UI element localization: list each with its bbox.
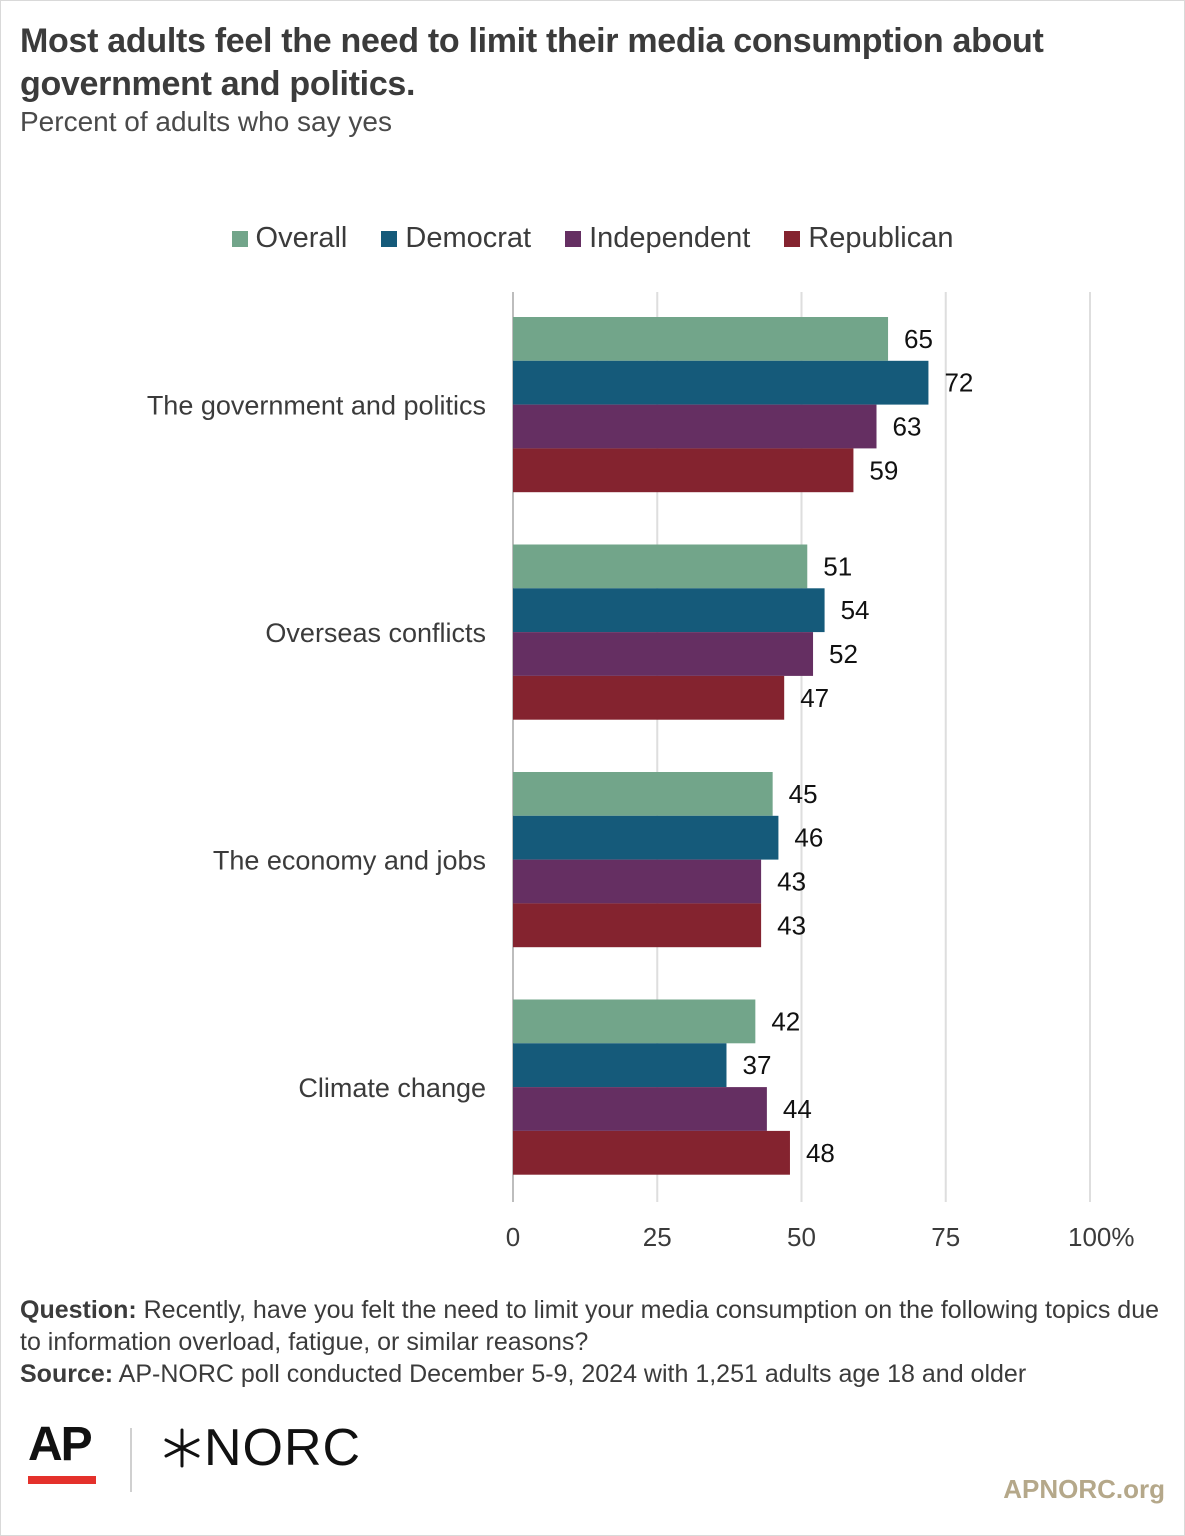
data-label-the-government-and-politics-overall: 65 [904,324,933,354]
data-label-the-economy-and-jobs-independent: 43 [777,867,806,897]
data-label-climate-change-democrat: 37 [742,1050,771,1080]
data-label-the-government-and-politics-democrat: 72 [944,368,973,398]
data-label-overseas-conflicts-republican: 47 [800,683,829,713]
category-label-climate-change: Climate change [298,1073,486,1103]
legend-item-overall: Overall [231,222,348,255]
data-label-the-government-and-politics-independent: 63 [893,412,922,442]
data-label-the-economy-and-jobs-democrat: 46 [794,823,823,853]
data-label-the-economy-and-jobs-republican: 43 [777,910,806,940]
legend-swatch-republican [784,230,801,247]
x-tick-label-1: 25 [643,1222,672,1252]
category-label-the-economy-and-jobs: The economy and jobs [213,846,486,876]
category-labels: The government and politics Overseas conf… [147,391,486,1103]
bar-climate-change-democrat [513,1043,727,1088]
legend-item-democrat: Democrat [381,222,531,255]
legend-swatch-democrat [381,230,398,247]
data-label-overseas-conflicts-democrat: 54 [841,595,870,625]
ap-logo-text: AP [28,1418,93,1471]
chart-title: Most adults feel the need to limit their… [20,22,1044,103]
category-label-overseas-conflicts: Overseas conflicts [265,618,486,648]
norc-logo: NORC [162,1418,361,1478]
ap-logo: AP [28,1418,98,1484]
bar-the-government-and-politics-independent [513,404,877,449]
bar-overseas-conflicts-independent [513,632,814,676]
site-link[interactable]: APNORC.org [1003,1474,1165,1504]
category-label-the-government-and-politics: The government and politics [147,391,486,421]
bar-climate-change-independent [513,1087,767,1131]
bar-the-economy-and-jobs-overall [513,772,773,816]
chart-notes: Question: Recently, have you felt the ne… [20,1294,1170,1390]
bars [513,317,929,1175]
question-text: Recently, have you felt the need to limi… [20,1296,1160,1356]
legend-item-independent: Independent [565,222,750,255]
x-tick-label-0: 0 [506,1222,520,1252]
bar-overseas-conflicts-overall [513,544,808,589]
data-label-climate-change-independent: 44 [783,1094,812,1124]
legend-label-independent: Independent [589,222,751,254]
legend-label-republican: Republican [808,222,954,254]
question-label: Question: [20,1296,137,1324]
chart-subtitle: Percent of adults who say yes [20,106,392,137]
x-tick-label-4: 100% [1068,1222,1135,1252]
x-tick-label-2: 50 [787,1222,816,1252]
data-label-the-economy-and-jobs-overall: 45 [789,779,818,809]
chart-legend: Overall Democrat Independent Republican [0,222,1185,255]
x-tick-label-3: 75 [931,1222,960,1252]
data-label-the-government-and-politics-republican: 59 [869,455,898,485]
logo-divider [130,1428,132,1492]
bar-overseas-conflicts-republican [513,675,785,720]
legend-label-democrat: Democrat [405,222,532,254]
ap-logo-bar [28,1476,96,1484]
data-label-climate-change-overall: 42 [771,1006,800,1036]
source-text: AP-NORC poll conducted December 5-9, 202… [113,1360,1027,1388]
bar-the-government-and-politics-republican [513,448,854,493]
legend-item-republican: Republican [784,222,953,255]
source-label: Source: [20,1360,114,1388]
x-axis-ticks: 0 25 50 75 100% [506,1222,1135,1252]
bar-the-economy-and-jobs-republican [513,903,762,948]
bar-the-government-and-politics-democrat [513,360,929,405]
bar-climate-change-republican [513,1130,790,1175]
data-label-climate-change-republican: 48 [806,1138,835,1168]
data-label-overseas-conflicts-independent: 52 [829,639,858,669]
norc-star-icon [164,1428,200,1468]
legend-swatch-overall [231,230,248,247]
norc-logo-text: NORC [204,1419,362,1477]
legend-label-overall: Overall [255,222,348,254]
legend-swatch-independent [565,230,582,247]
bar-climate-change-overall [513,999,756,1044]
bar-the-economy-and-jobs-independent [513,859,762,904]
bar-overseas-conflicts-democrat [513,588,825,633]
data-label-overseas-conflicts-overall: 51 [823,551,852,581]
bar-the-government-and-politics-overall [513,317,889,361]
bar-the-economy-and-jobs-democrat [513,815,779,860]
